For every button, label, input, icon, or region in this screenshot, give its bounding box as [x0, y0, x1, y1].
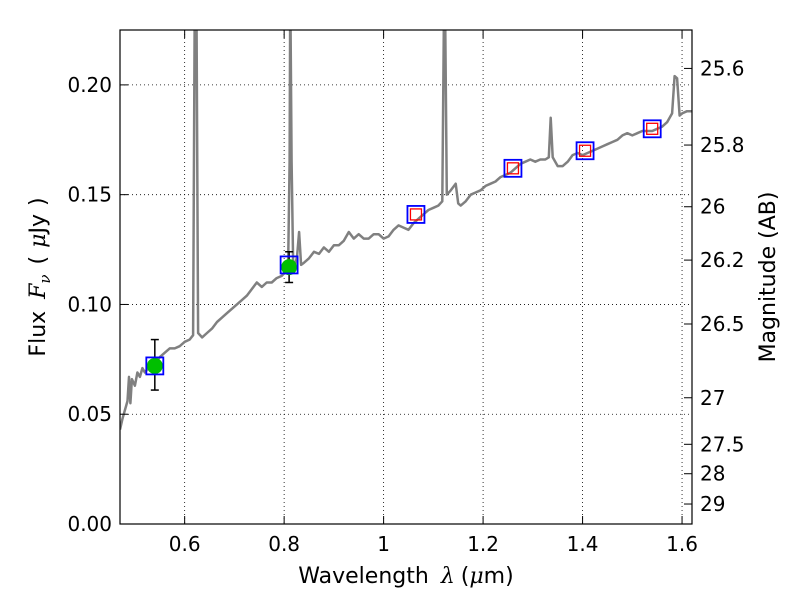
model-flux-square [642, 119, 662, 139]
spectrum-line [120, 30, 692, 430]
y-tick-label: 0.10 [67, 292, 112, 316]
x-axis-label: Wavelength λ (μm) [298, 564, 513, 589]
y2-tick-label: 26.5 [700, 312, 745, 336]
secondary-y-axis-label: Magnitude (AB) [756, 192, 781, 363]
y2-tick-label: 27.5 [700, 432, 745, 456]
upper-limit-square [506, 162, 520, 175]
x-tick-label: 0.8 [268, 532, 300, 556]
y2-tick-label: 29 [700, 492, 725, 516]
y2-tick-label: 26 [700, 195, 725, 219]
model-flux-square [145, 356, 165, 376]
x-axis-label-prefix: Wavelength [298, 564, 429, 589]
y-axis-label-symbol: F [26, 283, 51, 300]
y-axis-label-unit-mu: μ [26, 234, 51, 248]
x-axis-label-unit-open: ( [461, 564, 470, 589]
plot-frame [119, 29, 693, 525]
y-axis-label-unit-open: ( [26, 256, 51, 265]
x-tick-label: 1.4 [567, 532, 599, 556]
y2-tick-label: 25.8 [700, 133, 745, 157]
observed-flux-point [281, 259, 298, 276]
y2-tick-label: 25.6 [700, 56, 745, 80]
model-flux-square [503, 158, 523, 178]
y2-tick-label: 26.2 [700, 248, 745, 272]
plot-area [120, 30, 692, 430]
observed-flux-point [146, 357, 163, 374]
x-axis-label-symbol: λ [440, 564, 455, 589]
y2-tick-label: 27 [700, 386, 725, 410]
x-axis-label-unit-rest: m) [484, 564, 514, 589]
y-tick-label: 0.00 [67, 512, 112, 536]
x-tick-label: 1.6 [666, 532, 698, 556]
x-tick-label: 1.2 [467, 532, 499, 556]
y-axis-label-unit-rest: Jy [26, 214, 51, 236]
model-flux-square [406, 205, 426, 224]
y-axis-label-unit-close: ) [26, 197, 51, 206]
y-tick-label: 0.20 [67, 73, 112, 97]
ticks: 0.6 0.8 1 1.2 1.4 1.6 0.00 0.05 0.10 0.15 0.20 25.6… [67, 30, 745, 556]
y-tick-label: 0.05 [67, 402, 112, 426]
y-tick-label: 0.15 [67, 183, 112, 207]
y-axis-label-subscript: ν [36, 274, 54, 283]
y2-tick-label: 28 [700, 462, 725, 486]
x-tick-label: 1 [377, 532, 390, 556]
markers [145, 119, 662, 391]
y-axis-label: Flux Fν ( μJy) [26, 197, 54, 356]
x-axis-label-unit-mu: μ [469, 564, 483, 589]
y-axis-label-prefix: Flux [26, 311, 51, 357]
model-flux-square [279, 255, 299, 275]
upper-limit-square [646, 122, 659, 135]
model-flux-square [575, 141, 595, 161]
x-tick-label: 0.6 [169, 532, 201, 556]
upper-limit-square [578, 144, 592, 157]
upper-limit-square [409, 208, 423, 221]
